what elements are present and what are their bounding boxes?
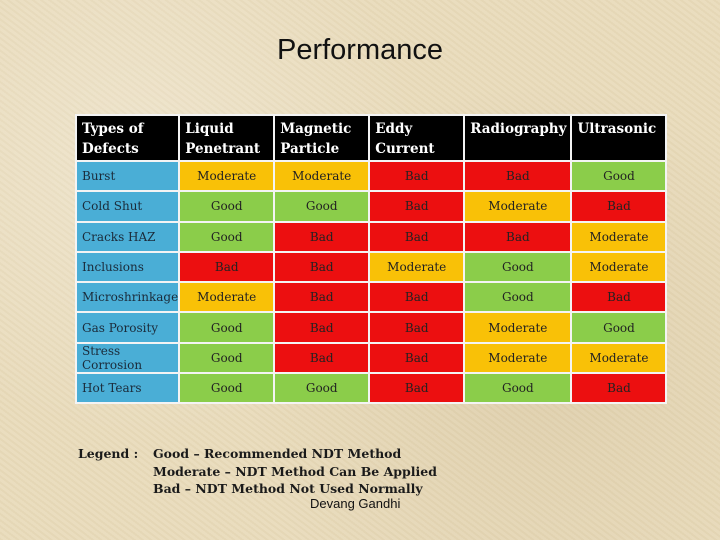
- rating-cell-moderate: Moderate: [180, 162, 274, 191]
- rating-cell-moderate: Moderate: [465, 313, 571, 342]
- rating-cell-bad: Bad: [275, 313, 369, 342]
- rating-cell-good: Good: [180, 192, 274, 221]
- table-row: Cracks HAZ Good Bad Bad Bad Moderate: [77, 222, 666, 251]
- rating-cell-good: Good: [180, 222, 274, 251]
- rating-cell-good: Good: [275, 192, 369, 221]
- rating-cell-good: Good: [275, 374, 369, 403]
- rating-cell-good: Good: [572, 313, 666, 342]
- defect-type-cell: Hot Tears: [77, 374, 179, 403]
- table-row: Hot Tears Good Good Bad Good Bad: [77, 374, 666, 403]
- column-header-eddy-current: Eddy Current: [370, 116, 464, 160]
- defect-type-cell: Inclusions: [77, 252, 179, 282]
- legend-label: Legend :: [78, 446, 139, 461]
- rating-cell-bad: Bad: [572, 192, 666, 221]
- rating-cell-moderate: Moderate: [465, 343, 571, 373]
- rating-cell-bad: Bad: [465, 162, 571, 191]
- table-row: Cold Shut Good Good Bad Moderate Bad: [77, 192, 666, 221]
- rating-cell-good: Good: [465, 283, 571, 312]
- table-row: Microshrinkage Moderate Bad Bad Good Bad: [77, 283, 666, 312]
- rating-cell-bad: Bad: [180, 252, 274, 282]
- rating-cell-moderate: Moderate: [572, 222, 666, 251]
- defect-type-cell: Burst: [77, 162, 179, 191]
- defect-type-cell: Gas Porosity: [77, 313, 179, 342]
- rating-cell-bad: Bad: [370, 313, 464, 342]
- table-row: Stress Corrosion Good Bad Bad Moderate Modera…: [77, 343, 666, 373]
- rating-cell-moderate: Moderate: [180, 283, 274, 312]
- rating-cell-bad: Bad: [370, 192, 464, 221]
- legend-bad: Bad – NDT Method Not Used Normally: [153, 481, 423, 496]
- legend-moderate: Moderate – NDT Method Can Be Applied: [153, 463, 437, 479]
- rating-cell-good: Good: [180, 343, 274, 373]
- defect-type-cell: Cracks HAZ: [77, 222, 179, 251]
- table-row: Gas Porosity Good Bad Bad Moderate Good: [77, 313, 666, 342]
- rating-cell-bad: Bad: [370, 343, 464, 373]
- rating-cell-bad: Bad: [275, 252, 369, 282]
- rating-cell-bad: Bad: [370, 283, 464, 312]
- rating-cell-moderate: Moderate: [572, 343, 666, 373]
- rating-cell-good: Good: [572, 162, 666, 191]
- rating-cell-good: Good: [180, 374, 274, 403]
- rating-cell-moderate: Moderate: [465, 192, 571, 221]
- rating-cell-bad: Bad: [465, 222, 571, 251]
- column-header-defects: Types of Defects: [77, 116, 179, 160]
- defect-type-cell: Microshrinkage: [77, 283, 179, 312]
- rating-cell-good: Good: [180, 313, 274, 342]
- table-row: Inclusions Bad Bad Moderate Good Moderate: [77, 252, 666, 282]
- column-header-magnetic-particle: Magnetic Particle: [275, 116, 369, 160]
- defect-type-cell: Cold Shut: [77, 192, 179, 221]
- rating-cell-bad: Bad: [275, 343, 369, 373]
- rating-cell-good: Good: [465, 252, 571, 282]
- table-row: Burst Moderate Moderate Bad Bad Good: [77, 162, 666, 191]
- column-header-radiography: Radiography: [465, 116, 571, 160]
- table-header-row: Types of Defects Liquid Penetrant Magnet…: [77, 116, 666, 160]
- rating-cell-moderate: Moderate: [275, 162, 369, 191]
- rating-cell-good: Good: [465, 374, 571, 403]
- legend-good: Good – Recommended NDT Method: [153, 446, 402, 461]
- column-header-liquid-penetrant: Liquid Penetrant: [180, 116, 274, 160]
- rating-cell-bad: Bad: [572, 374, 666, 403]
- defect-type-cell: Stress Corrosion: [77, 343, 179, 373]
- rating-cell-bad: Bad: [275, 222, 369, 251]
- rating-cell-moderate: Moderate: [572, 252, 666, 282]
- ndt-performance-table: Types of Defects Liquid Penetrant Magnet…: [75, 114, 668, 405]
- column-header-ultrasonic: Ultrasonic: [572, 116, 666, 160]
- author-credit: Devang Gandhi: [310, 496, 401, 511]
- rating-cell-bad: Bad: [370, 222, 464, 251]
- slide-title: Performance: [276, 34, 443, 66]
- rating-cell-moderate: Moderate: [370, 252, 464, 282]
- rating-cell-bad: Bad: [370, 162, 464, 191]
- rating-cell-bad: Bad: [572, 283, 666, 312]
- rating-cell-bad: Bad: [370, 374, 464, 403]
- rating-cell-bad: Bad: [275, 283, 369, 312]
